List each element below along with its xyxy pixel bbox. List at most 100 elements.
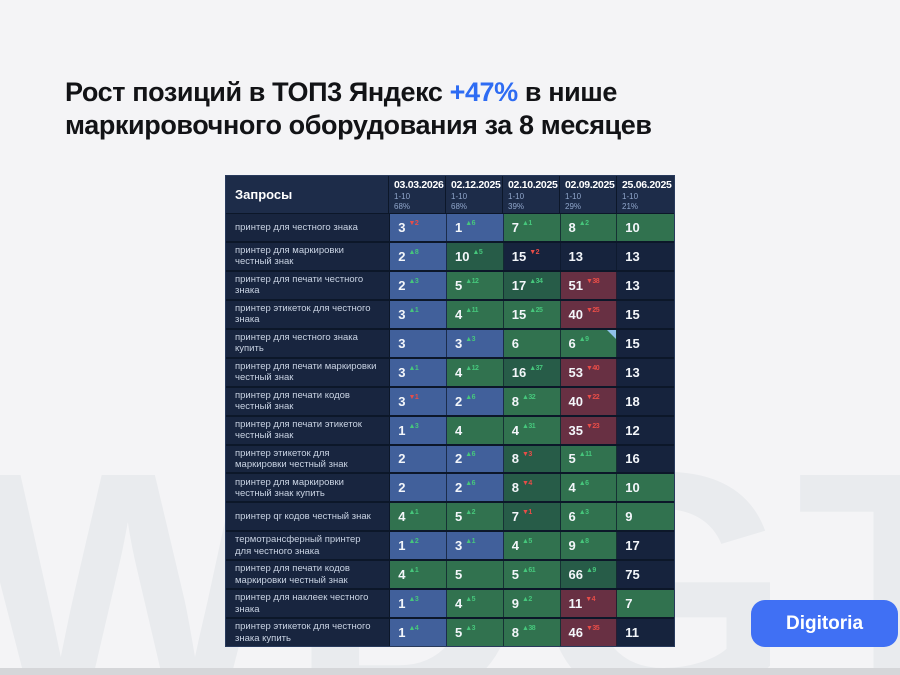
position-delta-up: ▲34	[529, 277, 543, 285]
position-value: 13	[625, 248, 640, 264]
position-cell: 6	[503, 329, 561, 357]
position-value: 4	[455, 422, 463, 438]
position-cell: 10	[617, 474, 674, 502]
position-cell: 46 ▼35	[560, 619, 618, 647]
position-value: 4	[511, 422, 519, 438]
position-value: 15	[511, 248, 527, 264]
table-row: принтер для честного знака 3 ▼2 1 ▲6 7 ▲1 8 ▲2 10	[226, 214, 674, 243]
position-cell: 7 ▼1	[503, 503, 561, 531]
position-value: 3	[398, 335, 406, 351]
position-delta-up: ▲37	[529, 364, 543, 372]
position-cell: 4 ▲1	[390, 503, 447, 531]
position-cell: 9 ▲8	[560, 532, 618, 560]
query-cell: принтер этикеток для честного знака	[226, 300, 391, 328]
position-value: 3	[455, 538, 463, 554]
position-delta-up: ▲3	[408, 422, 419, 430]
position-cell: 5 ▲61	[503, 561, 561, 589]
position-cell: 5 ▲12	[447, 271, 504, 299]
position-delta-down: ▼38	[585, 277, 600, 285]
position-value: 7	[511, 509, 519, 525]
position-value: 66	[568, 567, 583, 583]
position-cell: 17	[617, 532, 674, 560]
position-value: 5	[511, 567, 519, 583]
position-cell: 5	[447, 561, 504, 589]
position-cell: 10	[617, 214, 674, 241]
column-range: 1-10	[622, 192, 639, 201]
position-value: 10	[625, 480, 640, 496]
position-value: 8	[511, 393, 519, 409]
query-cell: принтер qr кодов честный знак	[226, 503, 391, 531]
query-cell: принтер для печати этикеток честный знак	[226, 416, 391, 444]
position-delta-up: ▲32	[521, 393, 536, 401]
position-value: 2	[455, 393, 463, 409]
position-delta-up: ▲6	[578, 480, 589, 488]
position-value: 3	[398, 306, 406, 322]
position-cell: 3 ▲1	[390, 300, 447, 328]
position-cell: 75	[617, 561, 674, 589]
position-cell: 2 ▲8	[390, 242, 447, 270]
position-value: 9	[625, 509, 633, 525]
table-row: принтер этикеток для честного знака купи…	[226, 619, 674, 647]
position-value: 4	[568, 480, 576, 496]
position-cell: 13	[560, 242, 618, 270]
position-value: 53	[568, 364, 583, 380]
position-delta-up: ▲12	[465, 277, 479, 285]
position-value: 5	[455, 567, 463, 583]
position-value: 6	[568, 509, 576, 525]
position-value: 18	[625, 393, 640, 409]
position-cell: 2 ▲6	[447, 387, 504, 415]
position-delta-down: ▼4	[585, 596, 596, 604]
position-value: 3	[398, 364, 406, 380]
position-cell: 1 ▲6	[447, 214, 504, 241]
query-cell: принтер для наклеек честного знака	[226, 590, 391, 618]
position-delta-up: ▲6	[465, 219, 476, 227]
position-delta-up: ▲11	[578, 451, 592, 459]
position-cell: 9 ▲2	[503, 590, 561, 618]
position-delta-down: ▼3	[521, 451, 532, 459]
position-cell: 13	[617, 271, 674, 299]
position-cell: 11 ▼4	[560, 590, 618, 618]
column-date: 25.06.2025	[622, 179, 672, 191]
position-delta-up: ▲61	[521, 567, 536, 575]
position-value: 75	[625, 567, 640, 583]
position-value: 5	[455, 625, 463, 641]
column-date: 02.10.2025	[508, 179, 558, 191]
position-delta-up: ▲6	[465, 451, 476, 459]
position-cell: 2 ▲6	[447, 474, 504, 502]
position-cell: 15	[617, 329, 674, 357]
position-delta-up: ▲6	[465, 393, 476, 401]
position-cell: 2	[390, 445, 447, 473]
position-cell: 2	[390, 474, 447, 502]
table-row: принтер для печати этикеток честный знак…	[226, 416, 674, 446]
position-delta-up: ▲1	[408, 509, 419, 517]
position-delta-up: ▲8	[578, 538, 589, 546]
position-value: 16	[625, 451, 640, 467]
position-value: 2	[455, 480, 463, 496]
position-delta-up: ▲3	[408, 277, 419, 285]
position-cell: 4 ▲11	[447, 300, 504, 328]
position-value: 11	[568, 596, 583, 612]
position-cell: 1 ▲3	[390, 590, 447, 618]
position-value: 9	[568, 538, 576, 554]
position-value: 4	[398, 567, 406, 583]
position-delta-up: ▲1	[465, 538, 476, 546]
position-value: 3	[398, 219, 406, 235]
position-cell: 4 ▲5	[503, 532, 561, 560]
column-percent: 29%	[565, 202, 582, 212]
column-date: 03.03.2026	[394, 179, 444, 191]
position-cell: 7	[617, 590, 674, 618]
position-cell: 51 ▼38	[560, 271, 618, 299]
column-range: 1-10	[565, 192, 582, 201]
position-cell: 1 ▲2	[390, 532, 447, 560]
table-row: принтер этикеток для маркировки честный …	[226, 445, 674, 475]
page-title: Рост позиций в ТОП3 Яндекс +47% в нише ма…	[65, 76, 845, 142]
position-delta-down: ▼2	[408, 219, 419, 227]
position-delta-up: ▲25	[529, 306, 543, 314]
position-delta-down: ▼1	[521, 509, 532, 517]
column-percent: 68%	[451, 202, 468, 212]
position-cell: 18	[617, 387, 674, 415]
digitoria-button[interactable]: Digitoria	[751, 600, 898, 647]
position-delta-down: ▼40	[585, 364, 600, 372]
position-value: 2	[455, 451, 463, 467]
